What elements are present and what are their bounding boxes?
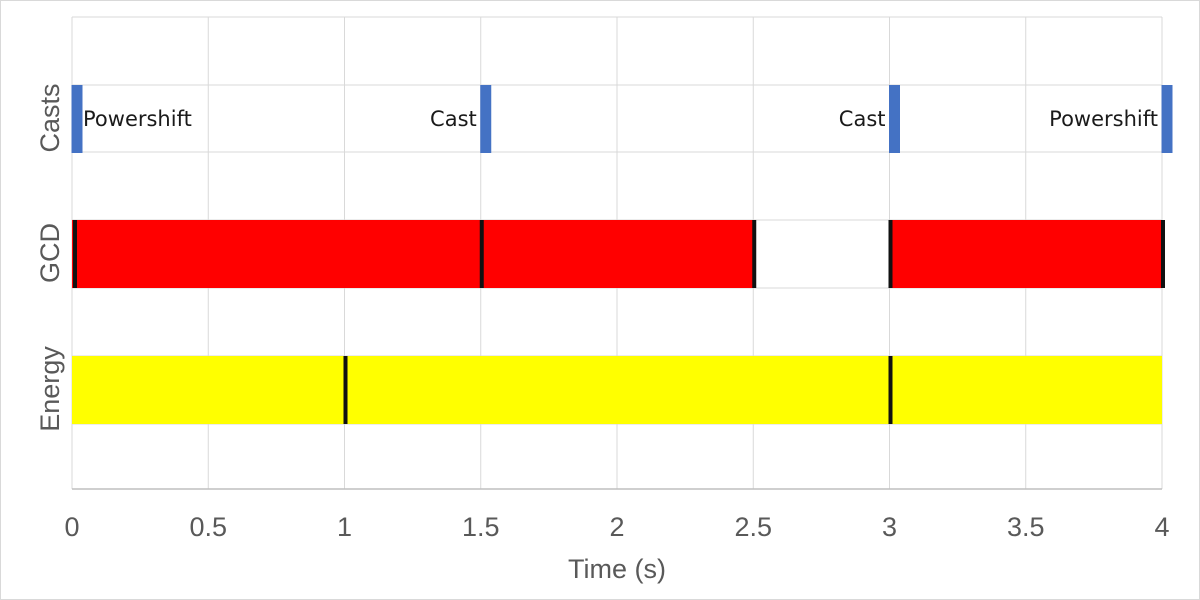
segment-divider (888, 356, 893, 424)
segment-divider (888, 220, 893, 288)
x-tick-label: 1.5 (462, 512, 500, 542)
cast-marker (889, 85, 900, 153)
lane-energy (72, 356, 1162, 424)
segment-bar (889, 356, 1162, 424)
lane-label-casts: Casts (35, 83, 65, 152)
cast-label: Powershift (1049, 107, 1158, 131)
cast-marker (480, 85, 492, 153)
x-axis-title: Time (s) (568, 554, 666, 584)
cast-label: Cast (430, 107, 477, 131)
x-axis: 0 0.5 1 1.5 2 2.5 3 3.5 4 (64, 488, 1170, 542)
segment-divider (479, 220, 484, 288)
segment-bar (889, 220, 1162, 288)
lane-labels: Casts GCD Energy (35, 83, 65, 431)
lane-label-energy: Energy (35, 346, 65, 432)
x-tick-label: 4 (1154, 512, 1169, 542)
lane-casts: Powershift Cast Cast Powershift (71, 85, 1173, 153)
segment-bar (72, 220, 481, 288)
segment-divider (1161, 220, 1165, 288)
segment-divider (343, 356, 348, 424)
segment-divider (752, 220, 757, 288)
x-tick-label: 0 (64, 512, 79, 542)
segment-divider (73, 220, 77, 288)
lane-label-gcd: GCD (35, 223, 65, 283)
cast-marker (1161, 85, 1173, 153)
x-tick-label: 2.5 (734, 512, 772, 542)
x-tick-label: 3.5 (1007, 512, 1045, 542)
cast-label: Powershift (83, 107, 192, 131)
x-tick-label: 2 (609, 512, 624, 542)
x-tick-label: 3 (882, 512, 897, 542)
segment-bar (72, 356, 345, 424)
segment-bar (344, 356, 890, 424)
cast-label: Cast (839, 107, 886, 131)
x-tick-label: 0.5 (189, 512, 227, 542)
lanes: Powershift Cast Cast Powershift (71, 85, 1173, 424)
lane-gcd (72, 220, 1165, 288)
x-tick-label: 1 (337, 512, 352, 542)
segment-bar (480, 220, 754, 288)
cast-marker (71, 85, 83, 153)
